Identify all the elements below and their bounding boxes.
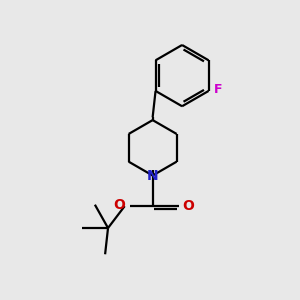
Text: F: F [214,83,222,96]
Text: O: O [113,198,124,212]
Text: O: O [182,199,194,213]
Text: N: N [147,169,158,182]
